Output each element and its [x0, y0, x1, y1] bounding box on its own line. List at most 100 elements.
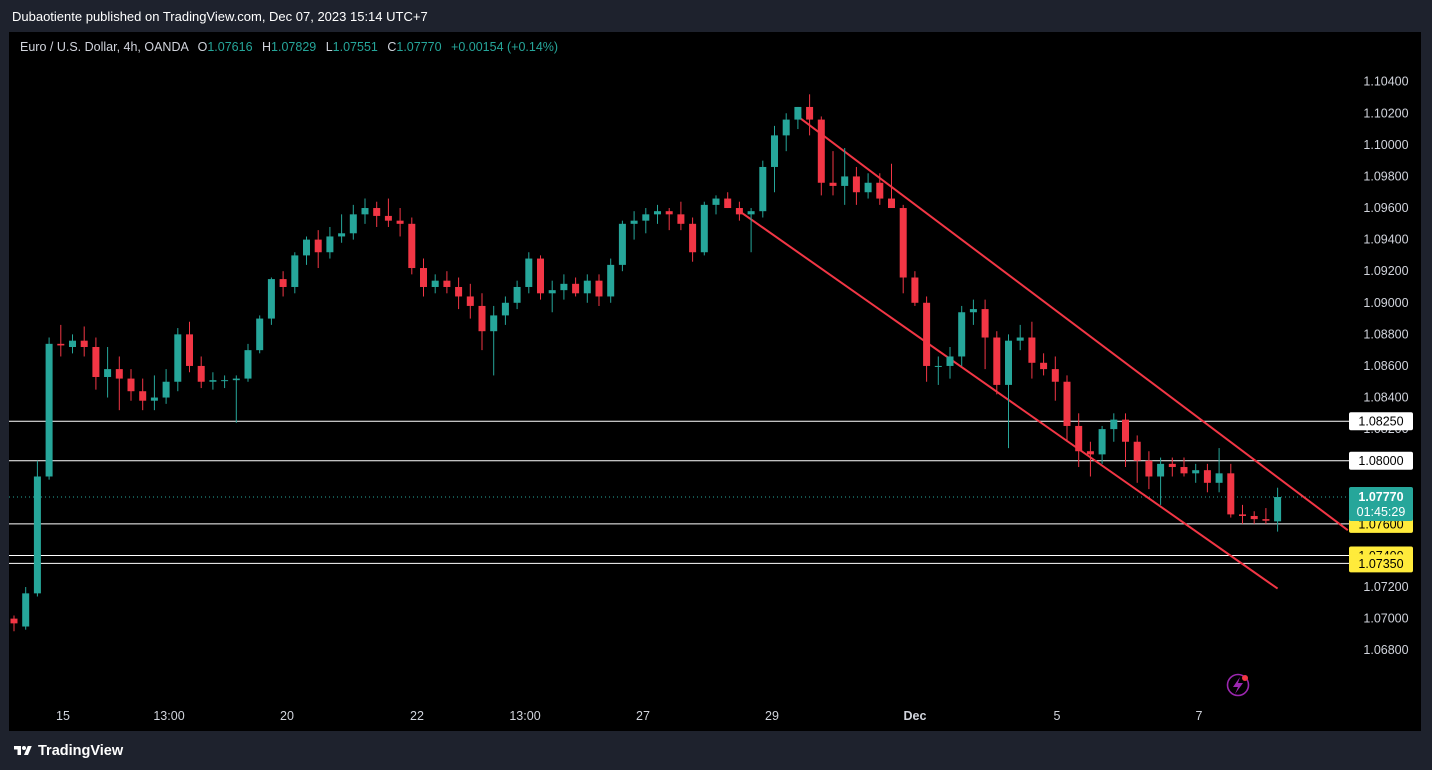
candle [548, 280, 556, 313]
candle-body [127, 378, 135, 392]
candle-body [969, 309, 977, 313]
candle-body [80, 340, 88, 347]
candle-body [677, 214, 685, 224]
time-tick-label: 20 [280, 709, 294, 723]
candle-body [771, 135, 778, 167]
candle-body [501, 302, 509, 316]
candle [654, 204, 661, 224]
candle [104, 346, 112, 398]
candle [1075, 413, 1083, 468]
price-tick-label: 1.09000 [1363, 296, 1408, 310]
candle-body [595, 280, 603, 297]
candle-body [1227, 473, 1235, 515]
candle [396, 208, 404, 237]
candle-body [700, 204, 708, 253]
level-price-label: 1.08250 [1358, 415, 1403, 429]
candle-body [338, 233, 346, 237]
candle [525, 252, 533, 294]
publisher-line: Dubaotiente published on TradingView.com… [12, 9, 428, 24]
candle [338, 214, 346, 243]
candle [946, 346, 954, 379]
candle [373, 201, 381, 227]
brand-name: TradingView [38, 743, 124, 759]
candle [864, 173, 872, 199]
candle-body [934, 365, 942, 367]
candle [1239, 504, 1246, 524]
candle [1274, 487, 1282, 532]
symbol-title: Euro / U.S. Dollar, 4h, OANDA [20, 40, 189, 54]
candle [1005, 334, 1012, 449]
candle-body [431, 280, 439, 287]
candle [1168, 457, 1176, 477]
candle-body [560, 283, 568, 291]
candle [197, 356, 205, 389]
candle-body [642, 214, 650, 221]
candle-body [572, 283, 580, 294]
candle-body [525, 258, 533, 287]
candle [314, 230, 322, 269]
candle-body [654, 211, 661, 215]
candle-body [911, 277, 919, 303]
candle [1262, 508, 1270, 524]
candle-body [583, 280, 591, 294]
candle-body [22, 593, 30, 627]
candle-body [115, 369, 123, 379]
candle [583, 274, 591, 303]
candle-body [396, 220, 404, 224]
candle-body [139, 391, 147, 401]
candle-body [1098, 429, 1106, 455]
candle-body [1005, 340, 1012, 385]
candle-body [291, 255, 299, 287]
candle [361, 198, 369, 224]
tradingview-logo-icon [14, 746, 32, 755]
candle [630, 211, 638, 240]
candle-body [69, 340, 76, 347]
price-tick-label: 1.06800 [1363, 643, 1408, 657]
candle-body [981, 309, 989, 338]
candle [572, 277, 580, 297]
candle [256, 315, 264, 354]
candle-body [455, 286, 463, 297]
candle-body [630, 220, 638, 224]
candle-body [1168, 463, 1176, 468]
candle [45, 337, 53, 480]
candle-body [876, 182, 884, 199]
candle [1180, 457, 1188, 477]
candle [501, 296, 509, 325]
candle-body [724, 198, 732, 209]
candle-body [864, 182, 872, 193]
candle [162, 369, 170, 404]
chart-legend: Euro / U.S. Dollar, 4h, OANDA O1.07616 H… [20, 40, 558, 54]
candle [420, 258, 427, 297]
candle [911, 271, 919, 306]
candle [934, 356, 942, 385]
candle [876, 173, 884, 205]
candle-body [33, 476, 41, 594]
time-tick-label: 5 [1054, 709, 1061, 723]
time-tick-label: 15 [56, 709, 70, 723]
candle-body [384, 215, 392, 221]
candle-body [829, 182, 837, 186]
candle [1122, 413, 1129, 468]
level-price-tag [1349, 412, 1413, 431]
candle [841, 148, 849, 205]
open-value: 1.07616 [207, 40, 253, 54]
candle [817, 116, 825, 196]
lightning-alert-icon[interactable] [1226, 673, 1250, 697]
time-tick-label: 22 [410, 709, 424, 723]
candle [1227, 463, 1235, 518]
candle-body [326, 236, 334, 253]
price-tick-label: 1.08800 [1363, 327, 1408, 341]
candle [981, 299, 989, 370]
icon-ring [1226, 673, 1250, 697]
tradingview-brand[interactable]: TradingView [12, 741, 123, 761]
high-label: H [262, 40, 272, 54]
candle-body [232, 378, 240, 381]
chart-panel[interactable]: 1.10400 1.10200 1.10000 1.09800 1.09600 1.094… [9, 32, 1421, 731]
candle-body [1040, 362, 1048, 370]
candle [150, 375, 158, 411]
price-chart[interactable]: 1.10400 1.10200 1.10000 1.09800 1.09600 1.094… [9, 32, 1421, 731]
candle-body [150, 397, 158, 401]
candle [92, 337, 100, 390]
current-price-tag [1349, 487, 1413, 522]
